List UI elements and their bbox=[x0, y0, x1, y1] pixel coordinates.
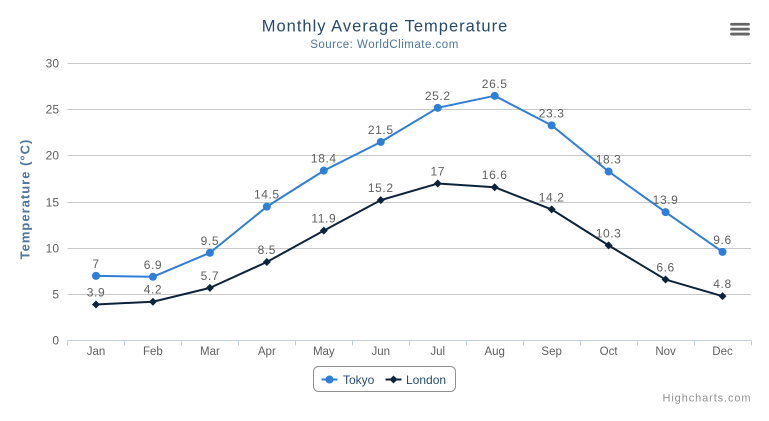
svg-text:Jun: Jun bbox=[371, 346, 390, 358]
svg-text:Mar: Mar bbox=[200, 346, 220, 358]
svg-text:13.9: 13.9 bbox=[653, 193, 679, 207]
svg-text:10.3: 10.3 bbox=[596, 226, 622, 240]
svg-text:London: London bbox=[406, 373, 446, 387]
svg-text:16.6: 16.6 bbox=[482, 168, 508, 182]
svg-text:Tokyo: Tokyo bbox=[343, 373, 375, 387]
svg-text:Oct: Oct bbox=[600, 346, 619, 358]
svg-text:6.6: 6.6 bbox=[656, 261, 674, 275]
svg-text:7: 7 bbox=[92, 257, 99, 271]
svg-text:Jan: Jan bbox=[87, 346, 106, 358]
svg-text:5.7: 5.7 bbox=[201, 269, 219, 283]
svg-text:18.3: 18.3 bbox=[596, 153, 622, 167]
svg-text:9.5: 9.5 bbox=[201, 234, 219, 248]
svg-text:Monthly Average Temperature: Monthly Average Temperature bbox=[262, 18, 509, 36]
svg-text:5: 5 bbox=[52, 288, 59, 302]
svg-text:Nov: Nov bbox=[655, 346, 676, 358]
svg-text:14.5: 14.5 bbox=[254, 188, 280, 202]
svg-text:18.4: 18.4 bbox=[311, 152, 337, 166]
svg-text:10: 10 bbox=[46, 242, 60, 256]
svg-text:8.5: 8.5 bbox=[258, 243, 276, 257]
svg-text:0: 0 bbox=[52, 334, 59, 348]
svg-text:17: 17 bbox=[430, 165, 445, 179]
svg-text:4.2: 4.2 bbox=[144, 283, 162, 297]
svg-text:3.9: 3.9 bbox=[87, 285, 105, 299]
svg-text:9.6: 9.6 bbox=[713, 233, 731, 247]
svg-text:May: May bbox=[313, 346, 335, 358]
svg-text:15.2: 15.2 bbox=[368, 181, 394, 195]
svg-text:Aug: Aug bbox=[484, 346, 504, 358]
svg-text:15: 15 bbox=[46, 196, 60, 210]
svg-text:6.9: 6.9 bbox=[144, 258, 162, 272]
svg-text:Temperature (°C): Temperature (°C) bbox=[18, 139, 33, 260]
svg-text:25.2: 25.2 bbox=[425, 89, 451, 103]
svg-text:11.9: 11.9 bbox=[311, 212, 336, 226]
svg-text:Apr: Apr bbox=[258, 346, 276, 358]
svg-text:Highcharts.com: Highcharts.com bbox=[662, 393, 751, 405]
svg-text:26.5: 26.5 bbox=[482, 77, 508, 91]
svg-text:4.8: 4.8 bbox=[713, 277, 731, 291]
svg-text:25: 25 bbox=[46, 103, 60, 117]
svg-text:20: 20 bbox=[46, 149, 60, 163]
svg-text:Sep: Sep bbox=[541, 346, 561, 358]
svg-text:30: 30 bbox=[46, 57, 60, 71]
svg-text:14.2: 14.2 bbox=[539, 190, 565, 204]
svg-text:Source: WorldClimate.com: Source: WorldClimate.com bbox=[310, 39, 459, 51]
svg-text:23.3: 23.3 bbox=[539, 106, 565, 120]
svg-text:Dec: Dec bbox=[712, 346, 733, 358]
svg-text:Jul: Jul bbox=[430, 346, 445, 358]
svg-text:Feb: Feb bbox=[143, 346, 163, 358]
svg-text:21.5: 21.5 bbox=[368, 123, 394, 137]
